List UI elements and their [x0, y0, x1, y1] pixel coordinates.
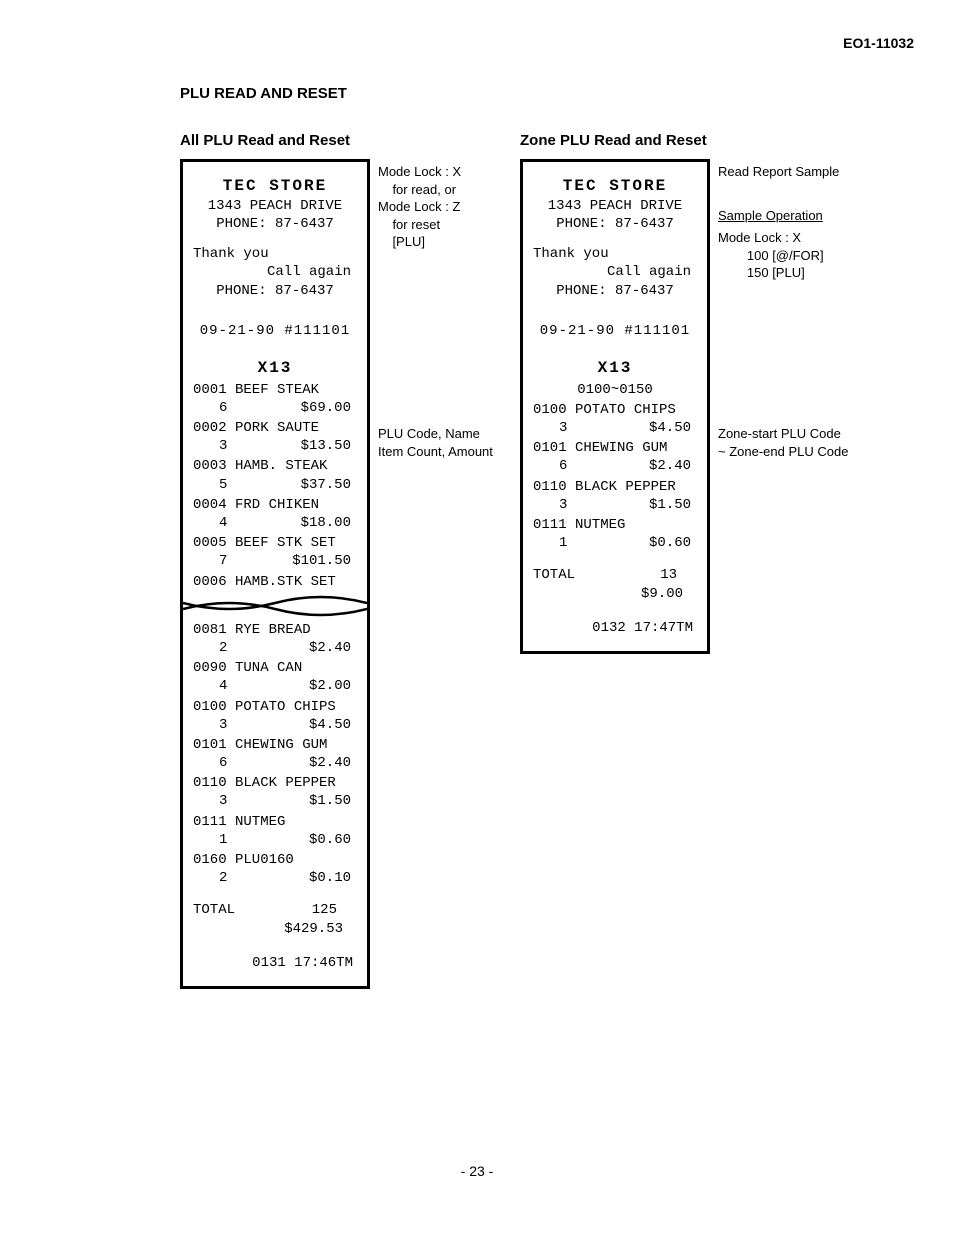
store-name: TEC STORE — [533, 176, 697, 197]
plu-line: 0111 NUTMEG — [193, 813, 357, 831]
plu-detail: 3$1.50 — [193, 792, 357, 810]
plu-detail: 3$4.50 — [533, 419, 697, 437]
plu-line: 0003 HAMB. STEAK — [193, 457, 357, 475]
plu-line: 0002 PORK SAUTE — [193, 419, 357, 437]
tear-line — [183, 595, 367, 617]
plu-line: 0100 POTATO CHIPS — [193, 698, 357, 716]
plu-detail: 3$4.50 — [193, 716, 357, 734]
plu-detail: 6$2.40 — [193, 754, 357, 772]
date-seq: 09-21-90 #111101 — [193, 322, 357, 340]
doc-id: EO1-11032 — [843, 35, 914, 51]
left-section-title: All PLU Read and Reset — [180, 132, 510, 149]
x-line: X13 — [533, 358, 697, 379]
thank-you: Thank you — [533, 245, 697, 263]
total-count: 125 — [312, 901, 337, 919]
right-annot-1: Read Report Sample — [718, 163, 839, 181]
plu-line: 0005 BEEF STK SET — [193, 534, 357, 552]
date-seq: 09-21-90 #111101 — [533, 322, 697, 340]
plu-line: 0101 CHEWING GUM — [193, 736, 357, 754]
plu-detail: 5$37.50 — [193, 476, 357, 494]
plu-line: 0004 FRD CHIKEN — [193, 496, 357, 514]
plu-detail: 2$2.40 — [193, 639, 357, 657]
plu-detail: 6$2.40 — [533, 457, 697, 475]
plu-detail: 4$2.00 — [193, 677, 357, 695]
plu-detail: 4$18.00 — [193, 514, 357, 532]
timestamp: 0132 17:47TM — [533, 619, 697, 637]
left-annot-1: Mode Lock : X for read, or Mode Lock : Z… — [378, 163, 461, 251]
page-number: - 23 - — [0, 1163, 954, 1179]
store-addr: 1343 PEACH DRIVE — [533, 197, 697, 215]
x-line: X13 — [193, 358, 357, 379]
plu-line: 0081 RYE BREAD — [193, 621, 357, 639]
plu-detail: 3$13.50 — [193, 437, 357, 455]
left-column: All PLU Read and Reset TEC STORE 1343 PE… — [180, 132, 510, 989]
plu-detail: 2$0.10 — [193, 869, 357, 887]
plu-line: 0006 HAMB.STK SET — [193, 573, 357, 591]
total-row: TOTAL 13 — [533, 566, 697, 584]
page-title: PLU READ AND RESET — [180, 85, 347, 102]
right-column: Zone PLU Read and Reset TEC STORE 1343 P… — [520, 132, 920, 654]
plu-line: 0090 TUNA CAN — [193, 659, 357, 677]
plu-detail: 1$0.60 — [193, 831, 357, 849]
right-annot-3: Mode Lock : X 100 [@/FOR] 150 [PLU] — [718, 229, 824, 282]
plu-detail: 1$0.60 — [533, 534, 697, 552]
store-addr: 1343 PEACH DRIVE — [193, 197, 357, 215]
store-phone: PHONE: 87-6437 — [533, 215, 697, 233]
total-amount: $429.53 — [193, 920, 357, 938]
total-amount: $9.00 — [533, 585, 697, 603]
phone-2: PHONE: 87-6437 — [533, 282, 697, 300]
plu-line: 0111 NUTMEG — [533, 516, 697, 534]
timestamp: 0131 17:46TM — [193, 954, 357, 972]
total-count: 13 — [660, 566, 677, 584]
right-annot-2: Sample Operation — [718, 207, 823, 225]
plu-detail: 7$101.50 — [193, 552, 357, 570]
plu-line: 0101 CHEWING GUM — [533, 439, 697, 457]
call-again: Call again — [533, 263, 697, 281]
plu-detail: 6$69.00 — [193, 399, 357, 417]
plu-line: 0001 BEEF STEAK — [193, 381, 357, 399]
store-name: TEC STORE — [193, 176, 357, 197]
store-phone: PHONE: 87-6437 — [193, 215, 357, 233]
plu-line: 0110 BLACK PEPPER — [193, 774, 357, 792]
left-receipt: TEC STORE 1343 PEACH DRIVE PHONE: 87-643… — [180, 159, 370, 989]
total-label: TOTAL — [193, 901, 235, 919]
zone-range: 0100~0150 — [533, 381, 697, 399]
thank-you: Thank you — [193, 245, 357, 263]
call-again: Call again — [193, 263, 357, 281]
plu-line: 0160 PLU0160 — [193, 851, 357, 869]
left-annot-2: PLU Code, Name Item Count, Amount — [378, 425, 493, 460]
right-section-title: Zone PLU Read and Reset — [520, 132, 920, 149]
plu-line: 0110 BLACK PEPPER — [533, 478, 697, 496]
plu-line: 0100 POTATO CHIPS — [533, 401, 697, 419]
plu-items-top: 0001 BEEF STEAK6$69.00 0002 PORK SAUTE3$1… — [193, 381, 357, 591]
right-receipt: TEC STORE 1343 PEACH DRIVE PHONE: 87-643… — [520, 159, 710, 654]
phone-2: PHONE: 87-6437 — [193, 282, 357, 300]
total-row: TOTAL 125 — [193, 901, 357, 919]
total-label: TOTAL — [533, 566, 575, 584]
plu-detail: 3$1.50 — [533, 496, 697, 514]
plu-items: 0100 POTATO CHIPS3$4.50 0101 CHEWING GUM6… — [533, 401, 697, 553]
right-annot-4: Zone-start PLU Code ~ Zone-end PLU Code — [718, 425, 848, 460]
plu-items-bottom: 0081 RYE BREAD2$2.40 0090 TUNA CAN4$2.00 0… — [193, 621, 357, 888]
